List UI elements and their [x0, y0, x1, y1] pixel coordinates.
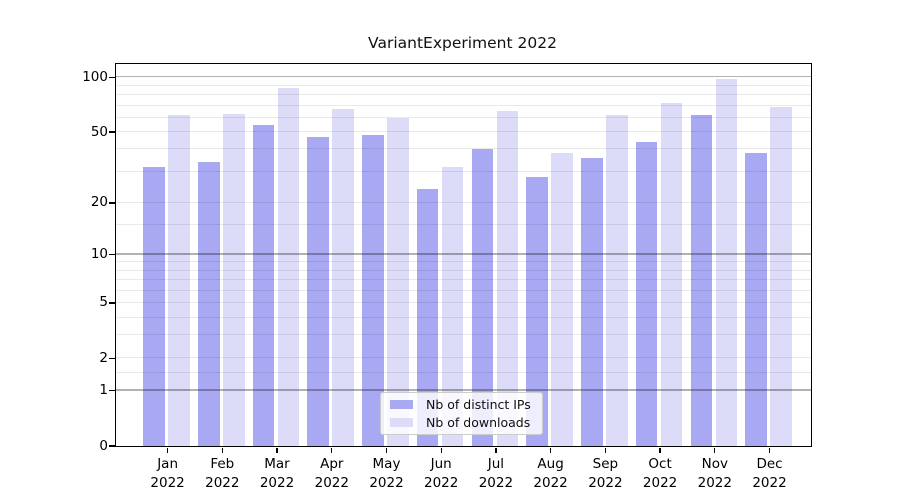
- y-tick: [109, 253, 115, 256]
- x-tick-label: Dec 2022: [752, 456, 787, 491]
- x-tick: [331, 447, 333, 453]
- gridline-minor: [116, 84, 811, 86]
- bar-distinct-ips: [416, 188, 439, 446]
- bar-distinct-ips: [745, 153, 767, 446]
- y-tick: [109, 202, 115, 204]
- y-tick-label: 100: [82, 68, 108, 85]
- gridline-major: [116, 76, 811, 78]
- bar-downloads: [223, 113, 245, 446]
- y-tick-label: 1: [99, 382, 108, 399]
- x-tick-label: Nov 2022: [697, 456, 732, 491]
- bar-distinct-ips: [143, 166, 165, 446]
- x-tick: [604, 447, 607, 453]
- bar-downloads: [441, 166, 464, 446]
- y-tick: [109, 357, 115, 359]
- y-tick: [109, 389, 115, 392]
- x-tick: [276, 447, 278, 453]
- x-tick: [440, 447, 442, 453]
- bar-downloads: [660, 103, 683, 446]
- y-tick: [109, 445, 115, 447]
- x-tick-label: Feb 2022: [205, 456, 240, 491]
- y-tick-label: 20: [90, 194, 108, 211]
- gridline-minor: [116, 104, 811, 106]
- x-tick: [166, 447, 169, 453]
- bar-distinct-ips: [526, 177, 548, 446]
- bar-distinct-ips: [362, 135, 384, 446]
- bar-distinct-ips: [581, 157, 603, 446]
- bar-distinct-ips: [471, 149, 494, 446]
- legend-item-downloads: Nb of downloads: [390, 415, 533, 430]
- x-tick: [714, 447, 716, 453]
- bar-distinct-ips: [690, 115, 712, 446]
- x-tick: [549, 447, 552, 453]
- legend-label-downloads: Nb of downloads: [426, 414, 531, 430]
- gridline-minor: [116, 94, 811, 96]
- x-tick: [385, 447, 388, 453]
- legend: Nb of distinct IPs Nb of downloads: [380, 392, 543, 435]
- bar-downloads: [277, 88, 300, 446]
- bar-downloads: [332, 109, 354, 446]
- legend-swatch-downloads: [390, 417, 413, 427]
- x-tick-label: Jan 2022: [150, 456, 185, 491]
- y-tick: [109, 131, 115, 133]
- x-tick-label: May 2022: [369, 456, 404, 491]
- bar-downloads: [551, 153, 573, 446]
- bar-distinct-ips: [252, 124, 275, 446]
- bar-downloads: [770, 106, 792, 446]
- x-tick-label: Jun 2022: [424, 456, 459, 491]
- bar-downloads: [606, 115, 628, 446]
- x-tick-label: Sep 2022: [588, 456, 623, 491]
- y-tick: [109, 76, 115, 79]
- x-tick: [495, 447, 497, 453]
- bar-downloads: [715, 79, 737, 446]
- legend-label-distinct-ips: Nb of distinct IPs: [426, 397, 531, 413]
- y-tick: [109, 302, 115, 304]
- bar-distinct-ips: [307, 136, 329, 446]
- x-tick: [659, 447, 661, 453]
- chart-title: VariantExperiment 2022: [368, 34, 557, 52]
- x-tick-label: Jul 2022: [478, 456, 514, 491]
- x-tick-label: Mar 2022: [259, 456, 295, 491]
- y-tick-label: 10: [90, 246, 108, 262]
- x-tick: [768, 447, 771, 453]
- y-tick-label: 50: [90, 123, 108, 140]
- x-tick-label: Apr 2022: [314, 456, 349, 491]
- legend-swatch-distinct-ips: [390, 400, 413, 410]
- y-tick-label: 0: [99, 437, 108, 454]
- bar-downloads: [387, 117, 409, 446]
- x-tick: [221, 447, 223, 453]
- x-tick-label: Oct 2022: [642, 456, 678, 491]
- bar-downloads: [168, 115, 190, 446]
- y-tick-label: 2: [99, 349, 108, 366]
- x-tick-label: Aug 2022: [533, 456, 568, 491]
- y-tick-label: 5: [99, 294, 108, 311]
- legend-item-distinct-ips: Nb of distinct IPs: [390, 397, 533, 412]
- bar-distinct-ips: [198, 162, 220, 446]
- bar-downloads: [496, 111, 519, 446]
- bar-distinct-ips: [635, 142, 658, 446]
- plot-area: 0 1 2 5 10 20 50 100 Jan 2022 Feb 2022 Mar 2022 Apr…: [82, 63, 812, 491]
